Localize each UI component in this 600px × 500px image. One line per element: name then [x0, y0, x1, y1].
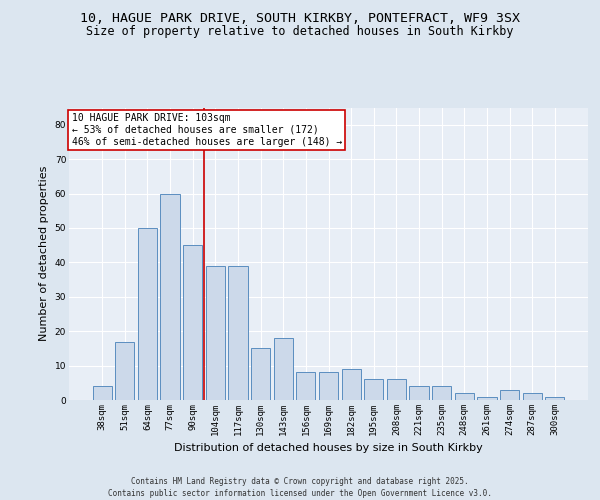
Bar: [251, 348, 270, 400]
Text: 10, HAGUE PARK DRIVE, SOUTH KIRKBY, PONTEFRACT, WF9 3SX: 10, HAGUE PARK DRIVE, SOUTH KIRKBY, PONT…: [80, 12, 520, 26]
Bar: [523, 393, 542, 400]
Bar: [455, 393, 474, 400]
Bar: [229, 266, 248, 400]
Bar: [183, 245, 202, 400]
Bar: [274, 338, 293, 400]
Bar: [160, 194, 180, 400]
Bar: [477, 396, 497, 400]
Bar: [92, 386, 112, 400]
Bar: [387, 380, 406, 400]
Text: Contains HM Land Registry data © Crown copyright and database right 2025.
Contai: Contains HM Land Registry data © Crown c…: [108, 476, 492, 498]
Bar: [364, 380, 383, 400]
Bar: [500, 390, 519, 400]
Bar: [341, 369, 361, 400]
Bar: [296, 372, 316, 400]
Bar: [409, 386, 428, 400]
Bar: [115, 342, 134, 400]
Text: 10 HAGUE PARK DRIVE: 103sqm
← 53% of detached houses are smaller (172)
46% of se: 10 HAGUE PARK DRIVE: 103sqm ← 53% of det…: [71, 114, 342, 146]
Bar: [206, 266, 225, 400]
X-axis label: Distribution of detached houses by size in South Kirkby: Distribution of detached houses by size …: [174, 444, 483, 454]
Bar: [545, 396, 565, 400]
Bar: [138, 228, 157, 400]
Y-axis label: Number of detached properties: Number of detached properties: [39, 166, 49, 342]
Bar: [319, 372, 338, 400]
Bar: [432, 386, 451, 400]
Text: Size of property relative to detached houses in South Kirkby: Size of property relative to detached ho…: [86, 25, 514, 38]
